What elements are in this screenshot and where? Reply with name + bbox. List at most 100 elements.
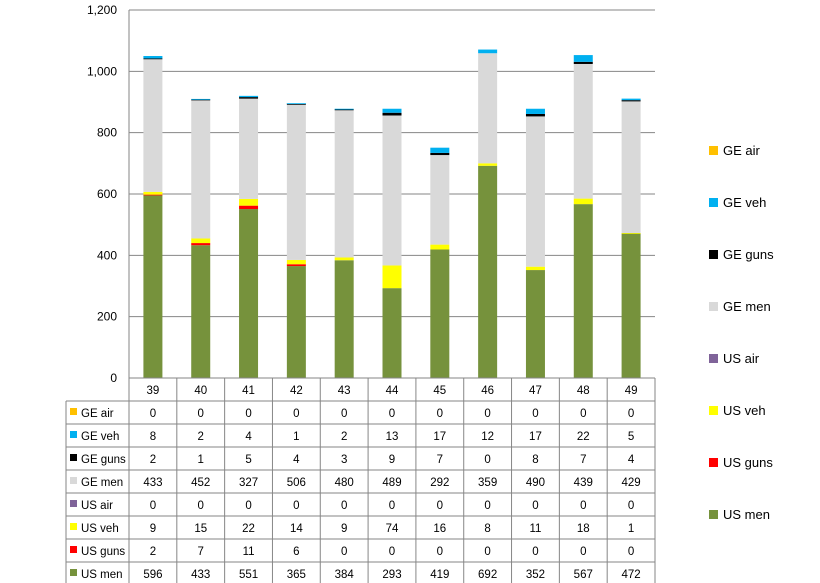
bar-segment [191,99,211,239]
category-label: 48 [577,385,590,397]
bar-segment [239,209,259,378]
table-cell: 8 [150,431,156,443]
bar-segment [478,53,498,164]
category-label: 42 [290,385,303,397]
y-tick-label: 1,000 [87,64,117,78]
bar-segment [334,260,354,378]
category-label: 45 [433,385,446,397]
bar-segment [621,101,641,233]
table-cell: 567 [574,569,593,581]
category-label: 39 [147,385,160,397]
bar-segment [239,205,259,210]
table-cell: 0 [580,546,586,558]
table-cell: 0 [437,408,443,420]
table-cell: 0 [532,546,538,558]
table-cell: 0 [245,500,251,512]
table-row-label: US men [81,569,123,581]
legend-label: US men [723,507,770,522]
table-cell: 9 [150,523,156,535]
table-cell: 0 [484,408,490,420]
legend-label: GE air [723,143,761,158]
category-label: 44 [386,385,399,397]
bar-segment [191,98,211,100]
bar-segment [239,198,259,206]
bar-segment [286,259,306,265]
table-cell: 480 [335,477,354,489]
table-cell: 22 [577,431,590,443]
bar-segment [334,108,354,110]
bar-segment [525,266,545,271]
table-cell: 0 [293,408,299,420]
legend-label: GE veh [723,195,766,210]
legend-label: US air [723,351,760,366]
legend-key [709,406,718,415]
table-cell: 0 [532,408,538,420]
bar-segment [191,99,211,101]
table-cell: 7 [198,546,204,558]
table-row-label: US air [81,500,113,512]
table-cell: 472 [621,569,640,581]
table-legend-key [70,477,77,484]
legend-key [709,458,718,467]
table-cell: 0 [198,500,204,512]
table-row-label: GE veh [81,431,119,443]
bar-segment [239,98,259,199]
category-label: 47 [529,385,542,397]
bar-segment [573,204,593,378]
bar-segment [286,264,306,267]
bar-segment [239,97,259,99]
y-tick-label: 800 [97,126,117,140]
table-cell: 14 [290,523,303,535]
bar-segment [239,95,259,98]
bar-segment [525,116,545,267]
table-cell: 352 [526,569,545,581]
table-cell: 17 [529,431,542,443]
bar-segment [573,61,593,64]
table-cell: 2 [150,546,156,558]
table-cell: 384 [335,569,355,581]
table-row-label: GE men [81,477,123,489]
bar-segment [143,191,163,195]
legend-key [709,250,718,259]
bar-segment [382,265,402,289]
table-cell: 1 [628,523,634,535]
table-row-label: US veh [81,523,119,535]
bar-segment [478,165,498,378]
table-cell: 0 [293,500,299,512]
bar-segment [143,194,163,196]
bar-segment [621,98,641,101]
table-cell: 9 [341,523,347,535]
bar-segment [143,195,163,378]
table-cell: 0 [628,500,634,512]
table-cell: 489 [382,477,401,489]
bar-segment [430,244,450,250]
table-cell: 692 [478,569,497,581]
bar-segment [382,115,402,266]
bar-segment [382,108,402,113]
bar-segment [525,108,545,114]
bar-segment [143,58,163,60]
bar-segment [334,110,354,258]
bar-segment [525,270,545,378]
table-cell: 0 [484,546,490,558]
table-cell: 0 [245,408,251,420]
table-cell: 433 [191,569,210,581]
bar-segment [573,198,593,205]
bar-segment [286,103,306,105]
table-cell: 4 [628,454,635,466]
table-cell: 9 [389,454,395,466]
bar-segment [573,63,593,199]
table-legend-key [70,523,77,530]
table-row-label: US guns [81,546,125,558]
bar-segment [430,147,450,153]
bar-segment [334,257,354,261]
category-label: 46 [481,385,494,397]
table-cell: 0 [150,408,156,420]
table-cell: 13 [386,431,399,443]
table-cell: 433 [143,477,162,489]
table-cell: 11 [243,546,255,558]
table-cell: 0 [437,546,443,558]
table-cell: 17 [433,431,446,443]
